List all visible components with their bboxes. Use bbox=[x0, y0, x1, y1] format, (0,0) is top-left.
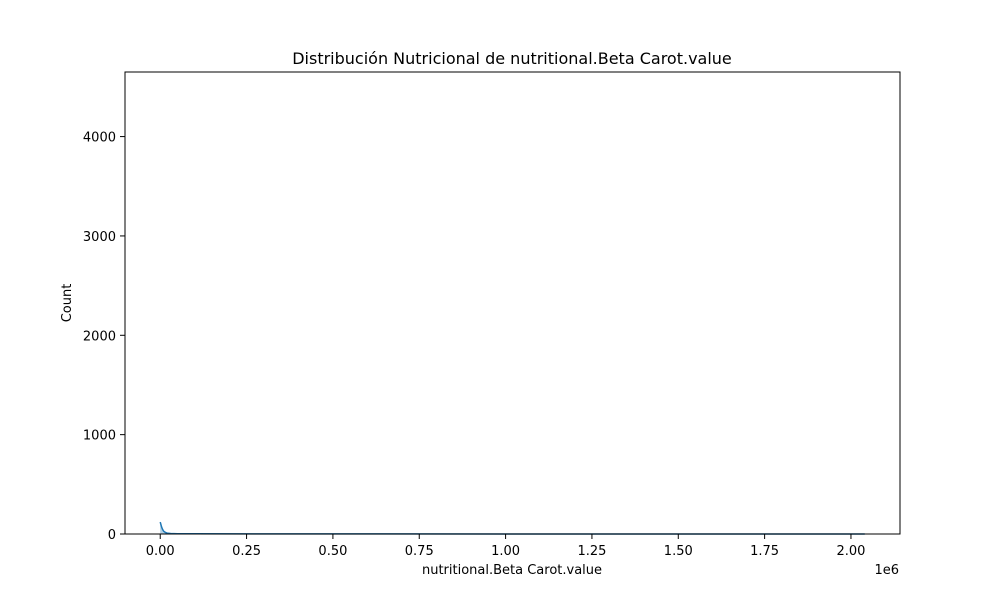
x-tick-label: 0.00 bbox=[146, 544, 175, 559]
x-tick-label: 0.25 bbox=[232, 544, 261, 559]
y-tick-label: 1000 bbox=[83, 429, 116, 444]
series-area-0 bbox=[160, 522, 865, 534]
y-tick-label: 4000 bbox=[83, 131, 116, 146]
y-axis-ticks: 0 1000 2000 3000 4000 bbox=[83, 131, 125, 543]
y-tick-label: 2000 bbox=[83, 329, 116, 344]
y-axis-label: Count bbox=[60, 284, 75, 323]
series-layer bbox=[159, 521, 865, 535]
series-line-0 bbox=[159, 521, 865, 535]
x-tick-label: 0.50 bbox=[318, 544, 347, 559]
x-axis-label: nutritional.Beta Carot.value bbox=[422, 563, 602, 578]
x-tick-label: 2.00 bbox=[836, 544, 865, 559]
x-axis-offset-label: 1e6 bbox=[874, 563, 899, 578]
y-tick-label: 3000 bbox=[83, 230, 116, 245]
x-tick-label: 1.75 bbox=[750, 544, 779, 559]
plot-frame bbox=[124, 71, 901, 535]
x-tick-label: 1.50 bbox=[664, 544, 693, 559]
x-axis-ticks: 0.00 0.25 0.50 0.75 1.00 1.25 1.50 1.75 2.00 bbox=[146, 534, 865, 559]
chart-title: Distribución Nutricional de nutritional.… bbox=[292, 49, 732, 68]
x-tick-label: 1.25 bbox=[577, 544, 606, 559]
x-tick-label: 1.00 bbox=[491, 544, 520, 559]
y-tick-label: 0 bbox=[108, 528, 116, 543]
x-tick-label: 0.75 bbox=[405, 544, 434, 559]
